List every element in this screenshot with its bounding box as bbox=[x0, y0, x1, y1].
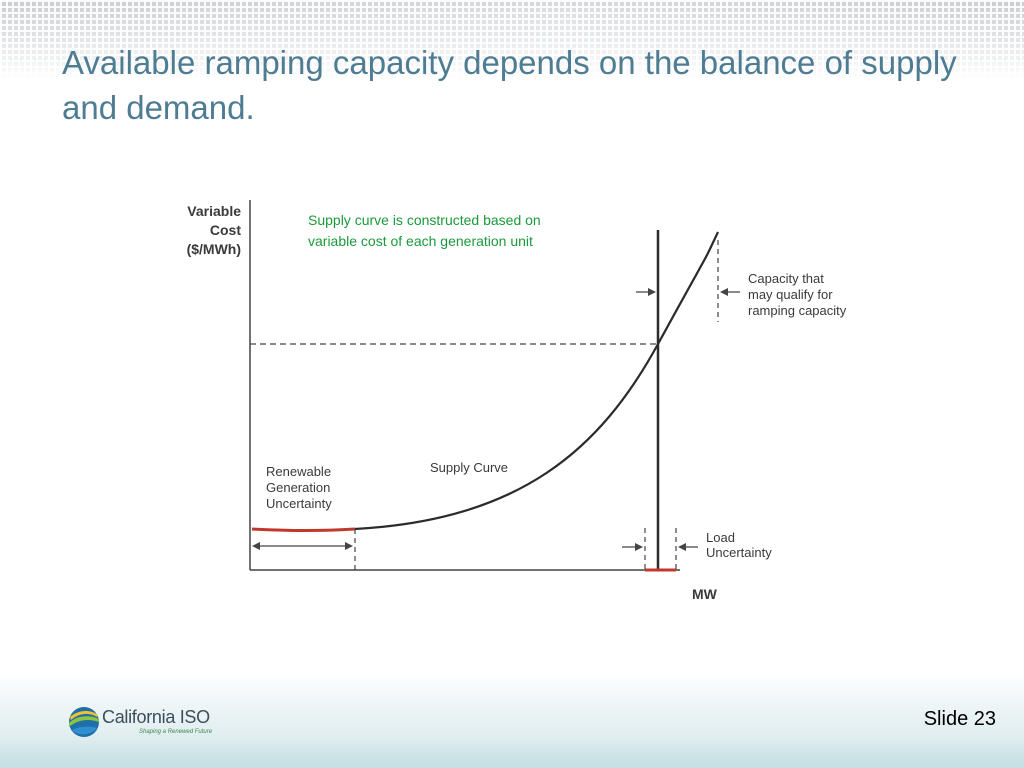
capacity-arrow-left-head bbox=[648, 288, 656, 296]
supply-curve bbox=[354, 231, 719, 531]
renewable-uncertainty-segment bbox=[251, 527, 356, 532]
note-line-1: Supply curve is constructed based on bbox=[308, 212, 541, 228]
logo-tagline: Shaping a Renewed Future bbox=[139, 729, 213, 735]
footer-band bbox=[0, 672, 1024, 768]
renewable-label-line-3: Uncertainty bbox=[266, 496, 332, 511]
x-axis-label: MW bbox=[692, 586, 718, 602]
note-line-2: variable cost of each generation unit bbox=[308, 233, 533, 249]
slide-title: Available ramping capacity depends on th… bbox=[62, 44, 957, 126]
california-iso-logo: California ISO Shaping a Renewed Future bbox=[68, 704, 228, 740]
footer-wave bbox=[0, 738, 1024, 768]
renewable-arrow-left-head bbox=[252, 542, 260, 550]
header-fade bbox=[0, 0, 1024, 80]
renewable-label-line-2: Generation bbox=[266, 480, 330, 495]
slide-number: Slide 23 bbox=[923, 708, 996, 730]
capacity-label-line-2: may qualify for bbox=[748, 287, 833, 302]
load-label-line-2: Uncertainty bbox=[706, 545, 772, 560]
globe-icon bbox=[69, 707, 99, 737]
capacity-label-line-3: ramping capacity bbox=[748, 303, 847, 318]
y-axis-label-line-1: Variable bbox=[187, 203, 241, 219]
logo-name: California ISO bbox=[102, 707, 210, 727]
renewable-arrow-right-head bbox=[345, 542, 353, 550]
load-arrow-right-head bbox=[678, 543, 686, 551]
header-pattern bbox=[0, 0, 1024, 80]
supply-curve-label: Supply Curve bbox=[430, 460, 508, 475]
load-label-line-1: Load bbox=[706, 530, 735, 545]
renewable-label-line-1: Renewable bbox=[266, 464, 331, 479]
capacity-arrow-right-head bbox=[720, 288, 728, 296]
load-arrow-left-head bbox=[635, 543, 643, 551]
y-axis-label-line-3: ($/MWh) bbox=[187, 241, 241, 257]
y-axis-label-line-2: Cost bbox=[210, 222, 241, 238]
capacity-label-line-1: Capacity that bbox=[748, 271, 824, 286]
